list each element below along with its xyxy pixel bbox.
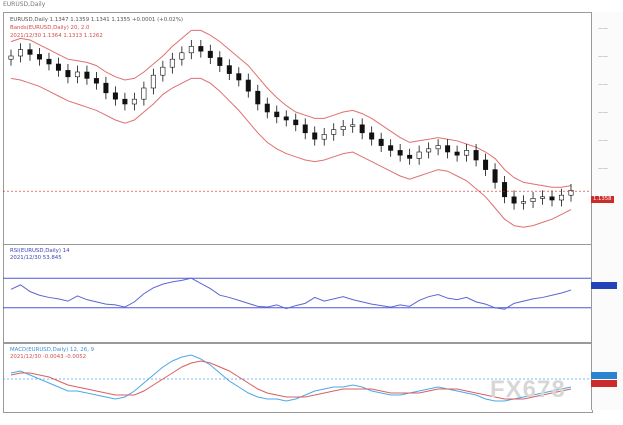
candle-body bbox=[454, 151, 460, 156]
candle-body bbox=[36, 54, 42, 60]
candle-body bbox=[274, 111, 280, 118]
axis-label: —— bbox=[598, 138, 608, 144]
candle-body bbox=[150, 74, 156, 89]
candle-body bbox=[188, 46, 194, 54]
candle-body bbox=[27, 49, 33, 55]
candle-body bbox=[169, 58, 175, 68]
rsi-title: RSI(EURUSD,Daily) 14 bbox=[10, 248, 70, 254]
price-chart-frame[interactable] bbox=[3, 12, 593, 245]
bands-values: 2021/12/30 1.1364 1.1313 1.1262 bbox=[10, 33, 103, 39]
candle-body bbox=[312, 132, 318, 140]
candle-body bbox=[226, 65, 232, 74]
price-chart[interactable] bbox=[3, 12, 591, 243]
axis-label: —— bbox=[598, 26, 608, 32]
candle-body bbox=[93, 78, 99, 84]
candle-body bbox=[416, 151, 422, 159]
candle-body bbox=[549, 196, 555, 201]
macd-value: 2021/12/30 -0.0043 -0.0052 bbox=[10, 354, 87, 360]
candle-body bbox=[255, 90, 261, 105]
candle-body bbox=[293, 119, 299, 126]
candle-body bbox=[141, 87, 147, 100]
candle-body bbox=[65, 70, 71, 78]
candle-body bbox=[207, 50, 213, 58]
rsi-panel-frame[interactable] bbox=[3, 244, 593, 343]
candle-body bbox=[84, 71, 90, 79]
candle-body bbox=[464, 150, 470, 156]
candle-body bbox=[198, 46, 204, 52]
candle-body bbox=[340, 126, 346, 130]
candle-body bbox=[283, 116, 289, 121]
candle-body bbox=[264, 103, 270, 113]
date-axis bbox=[3, 413, 591, 425]
candle-body bbox=[122, 98, 128, 105]
rsi-value: 2021/12/30 53.845 bbox=[10, 255, 62, 261]
macd-signal-tag bbox=[591, 380, 617, 387]
candle-body bbox=[112, 92, 118, 100]
macd-chart[interactable] bbox=[3, 343, 591, 411]
candle-body bbox=[407, 154, 413, 159]
bollinger-upper-line bbox=[10, 29, 572, 188]
axis-label: —— bbox=[598, 166, 608, 172]
candle-body bbox=[568, 190, 574, 196]
candle-body bbox=[350, 124, 356, 127]
candle-body bbox=[540, 196, 546, 199]
rsi-line bbox=[10, 277, 572, 310]
candle-body bbox=[530, 198, 536, 202]
candle-body bbox=[331, 129, 337, 135]
candle-body bbox=[492, 169, 498, 183]
bollinger-lower-line bbox=[10, 77, 572, 228]
macd-value-tag bbox=[591, 372, 617, 379]
candle-body bbox=[245, 79, 251, 92]
axis-label: —— bbox=[598, 54, 608, 60]
candle-body bbox=[46, 58, 52, 65]
candle-body bbox=[511, 196, 517, 204]
candle-body bbox=[473, 150, 479, 161]
macd-line bbox=[10, 354, 572, 402]
candle-body bbox=[359, 124, 365, 134]
candle-body bbox=[131, 98, 137, 105]
candle-body bbox=[559, 194, 565, 201]
price-tag-current: 1.1358 bbox=[591, 196, 614, 203]
candle-body bbox=[55, 63, 61, 71]
candle-body bbox=[236, 73, 242, 81]
candle-body bbox=[426, 148, 432, 153]
axis-label: —— bbox=[598, 82, 608, 88]
candle-body bbox=[502, 182, 508, 198]
price-axis[interactable]: —— —— —— —— —— —— —— bbox=[591, 12, 623, 410]
candle-body bbox=[378, 138, 384, 146]
axis-label: —— bbox=[598, 110, 608, 116]
window-title: EURUSD,Daily bbox=[3, 1, 46, 8]
candle-body bbox=[17, 49, 23, 57]
signal-line bbox=[10, 360, 572, 400]
candle-body bbox=[369, 132, 375, 140]
candle-body bbox=[8, 55, 14, 60]
bands-line: Bands(EURUSD,Daily) 20, 2.0 bbox=[10, 25, 90, 31]
candle-body bbox=[74, 71, 80, 78]
candle-body bbox=[483, 159, 489, 170]
candle-body bbox=[103, 82, 109, 94]
candle-body bbox=[217, 57, 223, 66]
candle-body bbox=[302, 124, 308, 134]
candle-body bbox=[521, 201, 527, 204]
candle-body bbox=[160, 66, 166, 76]
macd-title: MACD(EURUSD,Daily) 12, 26, 9 bbox=[10, 347, 95, 353]
watermark-text: FX678 bbox=[490, 376, 566, 403]
candle-body bbox=[435, 145, 441, 150]
candle-body bbox=[388, 145, 394, 151]
rsi-value-tag bbox=[591, 282, 617, 289]
candle-body bbox=[179, 52, 185, 60]
candle-body bbox=[445, 145, 451, 153]
candle-body bbox=[321, 134, 327, 140]
rsi-chart[interactable] bbox=[3, 244, 591, 341]
symbol-line: EURUSD,Daily 1.1347 1.1359 1.1341 1.1355… bbox=[10, 17, 183, 23]
candle-body bbox=[397, 150, 403, 156]
